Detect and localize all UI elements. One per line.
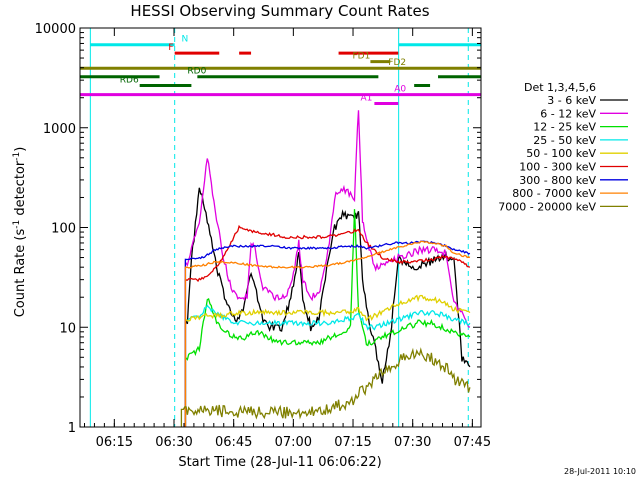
series-lines	[180, 110, 471, 427]
flag-label-fd1: FD1	[353, 52, 371, 62]
x-tick-label-5: 07:15	[334, 435, 371, 450]
x-tick-label-2: 06:30	[155, 435, 192, 450]
legend-label-1: 3 - 6 keV	[547, 94, 596, 107]
y-tick-label-5: 10000	[35, 22, 76, 37]
flag-label-f: F	[168, 43, 173, 53]
chart-title: HESSI Observing Summary Count Rates	[130, 2, 429, 20]
y-tick-label-4: 1000	[43, 122, 76, 137]
attenuator-lines	[89, 28, 469, 427]
series-line-4	[184, 304, 471, 427]
series-line-6	[184, 224, 471, 427]
x-tick-label-3: 06:45	[215, 435, 252, 450]
legend-label-9: 7000 - 20000 keV	[498, 200, 596, 213]
flag-label-rd0: RD0	[187, 67, 206, 77]
y-tick-label-3: 100	[51, 222, 76, 237]
footer-timestamp: 28-Jul-2011 10:10	[564, 467, 636, 476]
x-axis-title: Start Time (28-Jul-11 06:06:22)	[178, 455, 381, 470]
flag-label-fd2: FD2	[388, 58, 406, 68]
flag-label-a1: A1	[360, 94, 372, 104]
flag-label-a0: A0	[394, 85, 406, 95]
series-line-8	[184, 240, 471, 427]
legend-label-8: 800 - 7000 keV	[512, 187, 596, 200]
flag-label-n: N	[181, 35, 188, 45]
legend-label-5: 50 - 100 keV	[526, 147, 596, 160]
y-axis-title: Count Rate (s-1 detector-1)	[12, 147, 28, 318]
legend-label-7: 300 - 800 keV	[519, 174, 596, 187]
legend-title: Det 1,3,4,5,6	[524, 81, 596, 94]
series-line-7	[184, 240, 471, 427]
series-line-2	[184, 110, 471, 427]
x-axis-ticks: 06:15 06:30 06:45 07:00 07:15 07:30 07:45	[83, 28, 491, 450]
legend-label-3: 12 - 25 keV	[533, 121, 596, 134]
legend-label-2: 6 - 12 keV	[540, 107, 596, 120]
x-tick-label-1: 06:15	[96, 435, 133, 450]
series-line-3	[184, 209, 471, 427]
x-tick-label-7: 07:45	[454, 435, 491, 450]
legend-label-4: 25 - 50 keV	[533, 134, 596, 147]
y-tick-label-1: 1	[68, 421, 76, 436]
y-axis-ticks: 1 10 100 1000 10000	[35, 22, 481, 436]
legend-label-6: 100 - 300 keV	[519, 161, 596, 174]
y-tick-label-2: 10	[59, 321, 76, 336]
x-tick-label-4: 07:00	[275, 435, 312, 450]
flag-label-rd6: RD6	[120, 76, 139, 86]
series-line-1	[184, 187, 471, 427]
x-tick-label-6: 07:30	[394, 435, 431, 450]
series-line-9	[180, 347, 471, 427]
plot-frame	[79, 27, 482, 428]
series-line-5	[184, 294, 471, 427]
flag-bars: NF FD1 FD2 RD0 RD6 A0 A1	[80, 35, 481, 106]
